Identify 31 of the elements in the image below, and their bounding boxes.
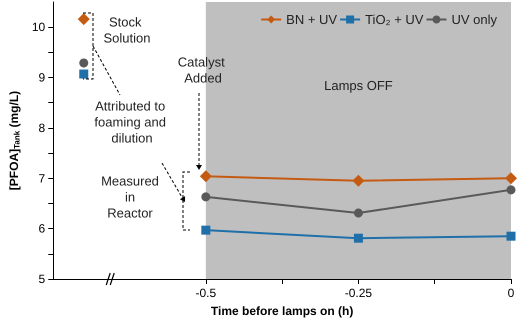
y-tick-label: 10 — [32, 20, 46, 34]
x-tick-label: 0 — [508, 286, 515, 300]
point — [354, 234, 363, 243]
x-axis-title: Time before lamps on (h) — [210, 304, 354, 318]
y-tick-label: 9 — [38, 70, 46, 85]
point — [79, 58, 88, 68]
annotation: Attributed to foaming and dilution — [94, 98, 170, 146]
legend-label: TiO₂ + UV — [365, 12, 424, 27]
point — [506, 232, 516, 241]
legend-label: BN + UV — [286, 12, 338, 27]
point — [352, 174, 364, 187]
y-axis-title: [PFOA]Tank (mg/L) — [7, 90, 22, 190]
annotation: Measured in Reactor — [101, 174, 159, 220]
x-tick-label: -0.25 — [344, 286, 372, 300]
point — [79, 70, 88, 79]
annotation: Stock Solution — [104, 14, 150, 46]
legend-label: UV only — [451, 12, 498, 27]
point — [78, 13, 90, 26]
y-tick-label: 7 — [38, 171, 46, 186]
point — [505, 172, 517, 184]
point — [200, 170, 212, 182]
annotation: Catalyst Added — [178, 54, 228, 86]
point — [201, 226, 210, 235]
point — [506, 185, 516, 194]
y-tick-label: 5 — [38, 272, 46, 286]
point — [201, 192, 210, 202]
y-tick-label: 6 — [38, 222, 46, 236]
point — [354, 208, 363, 218]
x-tick-label: -0.5 — [195, 286, 216, 300]
band-label: Lamps OFF — [324, 78, 393, 93]
y-tick-label: 8 — [38, 120, 46, 135]
